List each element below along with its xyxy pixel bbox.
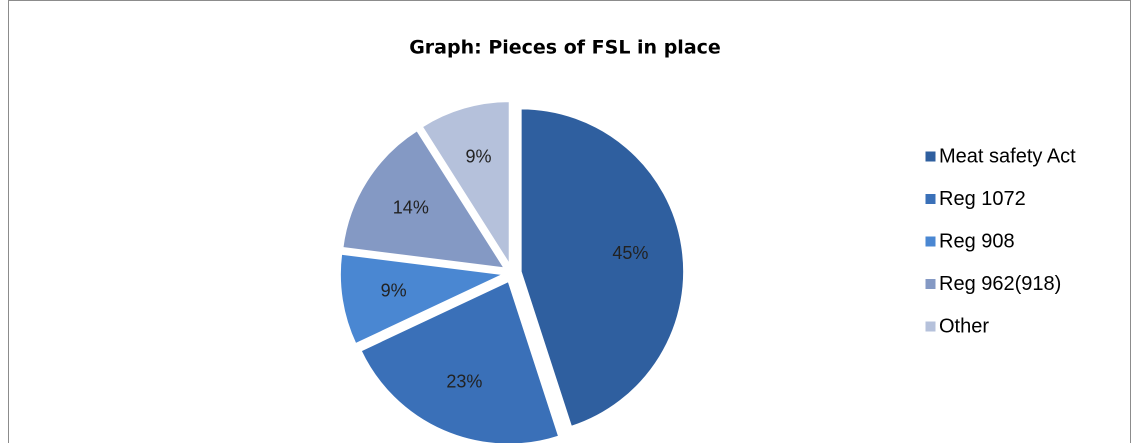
legend-swatch [924, 278, 937, 290]
legend-swatch [924, 320, 937, 333]
data-label: 23% [446, 372, 482, 392]
legend-label: Reg 1072 [939, 188, 1026, 210]
data-label: 45% [612, 243, 648, 263]
data-label: 14% [393, 198, 429, 218]
pie-slice [421, 100, 511, 267]
chart-title: Graph: Pieces of FSL in place [409, 37, 721, 59]
data-label: 9% [381, 280, 407, 300]
legend-label: Meat safety Act [939, 145, 1076, 167]
pie-slice [520, 107, 685, 428]
legend-label: Reg 962(918) [939, 273, 1061, 295]
legend-swatch [924, 235, 937, 248]
data-label: 9% [466, 147, 492, 167]
legend-label: Other [939, 315, 989, 337]
legend-swatch [924, 193, 937, 205]
pie-slice [341, 129, 506, 270]
legend-swatch [924, 150, 937, 163]
pie-slice [339, 253, 506, 345]
legend-label: Reg 908 [939, 230, 1015, 252]
pie-slice [359, 280, 560, 443]
